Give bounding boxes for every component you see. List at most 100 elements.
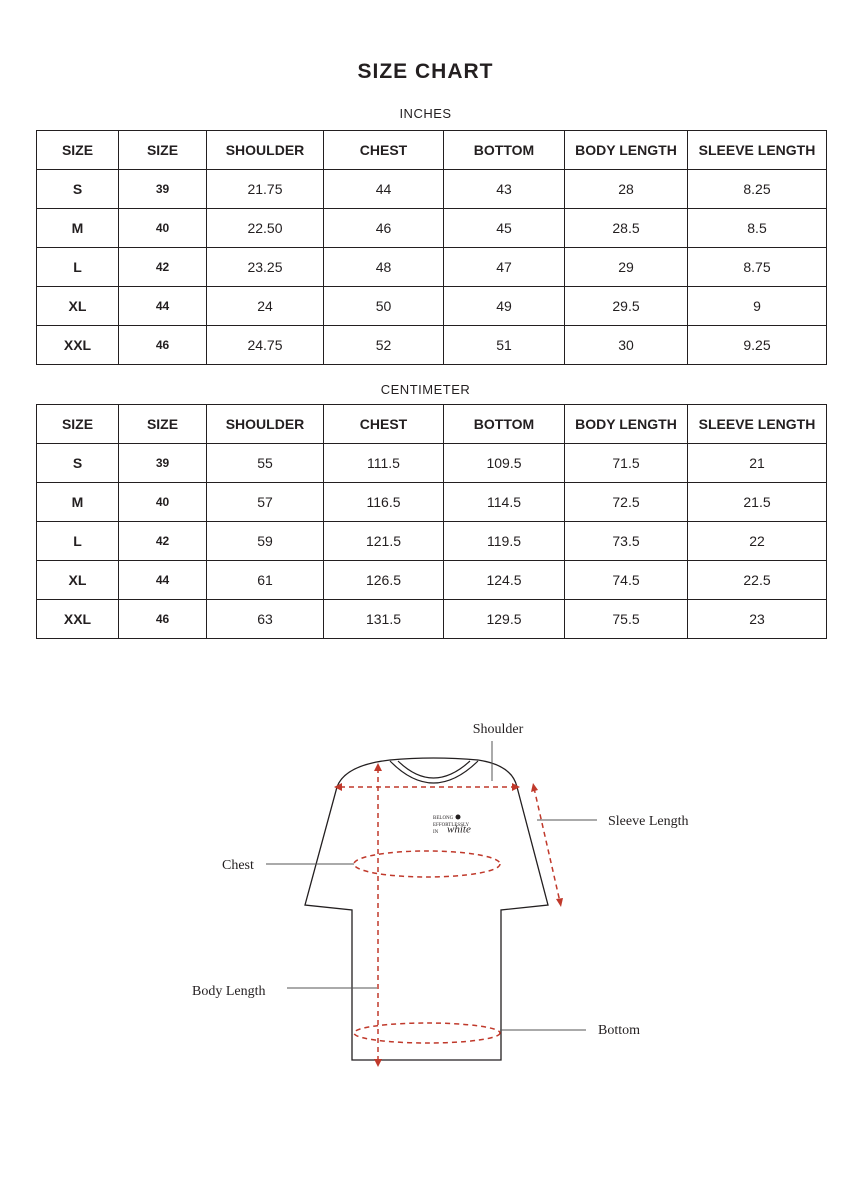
table-cell: 75.5	[564, 599, 688, 639]
table-cell: 22	[687, 521, 827, 561]
table-cell: 71.5	[564, 443, 688, 483]
table-cell: 48	[323, 247, 444, 287]
table-cell: 72.5	[564, 482, 688, 522]
table-cell: 28.5	[564, 208, 688, 248]
logo-text: white	[447, 824, 471, 836]
table-cell: 121.5	[323, 521, 444, 561]
header-row: SIZE SIZE SHOULDER CHEST BOTTOM BODY LENGTH SL…	[36, 404, 827, 444]
collar	[389, 760, 479, 784]
table-cell: M	[36, 482, 119, 522]
logo-dot	[455, 814, 461, 820]
table-cell: 9	[687, 286, 827, 326]
header-cell: SIZE	[118, 130, 207, 170]
table-row: L 42 23.25 48 47 29 8.75	[36, 247, 827, 287]
header-row: SIZE SIZE SHOULDER CHEST BOTTOM BODY LENGTH SL…	[36, 130, 827, 170]
size-table: SIZE SIZE SHOULDER CHEST BOTTOM BODY LENGTH SL…	[36, 404, 827, 639]
table-cell: 119.5	[443, 521, 565, 561]
table-cell: 8.25	[687, 169, 827, 209]
table-cell: 49	[443, 286, 565, 326]
table-cell: 9.25	[687, 325, 827, 365]
arrowhead	[374, 1059, 382, 1067]
title: SIZE CHART	[357, 60, 494, 83]
body-length-label: Body Length	[192, 984, 266, 999]
table-cell: 109.5	[443, 443, 565, 483]
table-cell: 47	[443, 247, 565, 287]
table-cell: 46	[118, 325, 207, 365]
table-cell: 28	[564, 169, 688, 209]
table-row: XXL 46 24.75 52 51 30 9.25	[36, 325, 827, 365]
measure-lines	[340, 768, 561, 1062]
table-cell: 116.5	[323, 482, 444, 522]
tshirt-outline	[304, 757, 549, 1061]
chest-measure	[353, 850, 501, 878]
chest-label: Chest	[222, 858, 254, 873]
table-cell: S	[36, 443, 119, 483]
header-cell: SLEEVE LENGTH	[687, 404, 827, 444]
table-caption: INCHES	[399, 106, 452, 121]
table-cell: 8.5	[687, 208, 827, 248]
header-cell: BODY LENGTH	[564, 404, 688, 444]
table-row: S 39 55 111.5 109.5 71.5 21	[36, 443, 827, 483]
header-cell: BODY LENGTH	[564, 130, 688, 170]
table-cell: 8.75	[687, 247, 827, 287]
table-cell: 24	[206, 286, 324, 326]
table-cell: 24.75	[206, 325, 324, 365]
table-row: XL 44 61 126.5 124.5 74.5 22.5	[36, 560, 827, 600]
tshirt-diagram: Shoulder Sleeve Length Chest Body Length…	[192, 722, 688, 1067]
logo-text: IN	[433, 830, 439, 835]
table-cell: 129.5	[443, 599, 565, 639]
header-cell: SIZE	[36, 404, 119, 444]
table-cell: L	[36, 247, 119, 287]
header-cell: BOTTOM	[443, 130, 565, 170]
arrowhead	[334, 783, 342, 791]
bottom-label: Bottom	[598, 1023, 640, 1038]
header-cell: BOTTOM	[443, 404, 565, 444]
table-cell: 42	[118, 247, 207, 287]
logo-text: EFFORTLESSLY	[433, 823, 470, 828]
table-cell: 44	[118, 560, 207, 600]
header-cell: SIZE	[36, 130, 119, 170]
table-cell: 29.5	[564, 286, 688, 326]
arrowhead	[556, 898, 563, 907]
table-cell: 46	[323, 208, 444, 248]
table-cell: 59	[206, 521, 324, 561]
table-cell: 21.5	[687, 482, 827, 522]
table-cell: 44	[323, 169, 444, 209]
table-cell: 43	[443, 169, 565, 209]
leader-lines	[266, 741, 597, 1031]
table-cell: XL	[36, 560, 119, 600]
table-cell: M	[36, 208, 119, 248]
table-cell: 50	[323, 286, 444, 326]
collar	[397, 760, 471, 779]
table-cell: 45	[443, 208, 565, 248]
table-cell: 40	[118, 208, 207, 248]
table-cell: 39	[118, 443, 207, 483]
table-cell: 40	[118, 482, 207, 522]
table-cell: 42	[118, 521, 207, 561]
table-cell: 23.25	[206, 247, 324, 287]
table-cell: 22.50	[206, 208, 324, 248]
table-cell: 73.5	[564, 521, 688, 561]
table-cell: 21.75	[206, 169, 324, 209]
sleeve-measure	[533, 787, 561, 903]
table-cell: 51	[443, 325, 565, 365]
arrowhead	[374, 763, 382, 771]
table-row: M 40 22.50 46 45 28.5 8.5	[36, 208, 827, 248]
table-cell: 29	[564, 247, 688, 287]
header-cell: CHEST	[323, 130, 444, 170]
table-cell: 46	[118, 599, 207, 639]
table-cell: 74.5	[564, 560, 688, 600]
table-caption: CENTIMETER	[380, 382, 471, 397]
table-cell: 39	[118, 169, 207, 209]
table-cell: 114.5	[443, 482, 565, 522]
table-cell: 21	[687, 443, 827, 483]
table-row: XXL 46 63 131.5 129.5 75.5 23	[36, 599, 827, 639]
header-cell: CHEST	[323, 404, 444, 444]
sleeve-length-label: Sleeve Length	[608, 814, 688, 829]
table-row: S 39 21.75 44 43 28 8.25	[36, 169, 827, 209]
table-cell: 52	[323, 325, 444, 365]
table-cell: 22.5	[687, 560, 827, 600]
table-cell: 57	[206, 482, 324, 522]
arrowhead	[531, 783, 538, 792]
table-cell: 124.5	[443, 560, 565, 600]
